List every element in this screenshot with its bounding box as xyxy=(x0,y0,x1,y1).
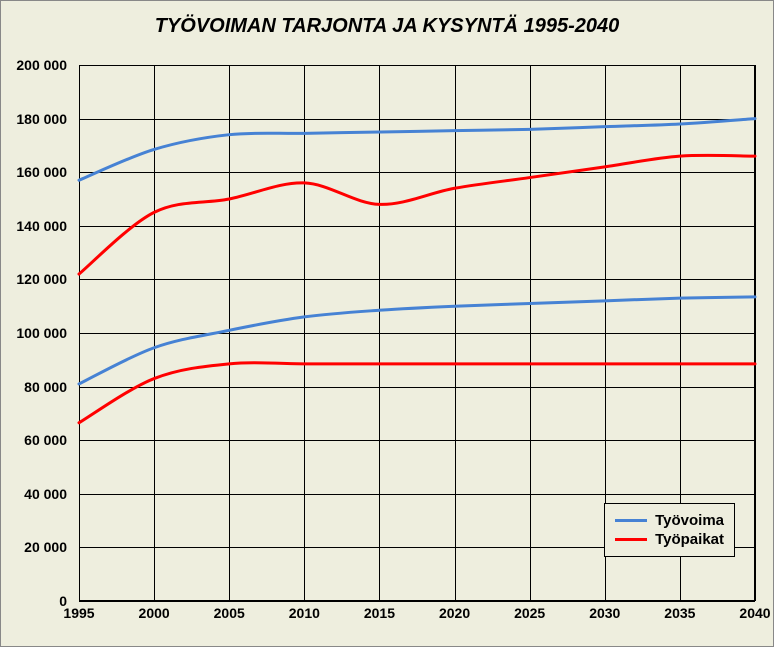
legend-item: Työpaikat xyxy=(615,531,724,548)
y-tick-label: 100 000 xyxy=(16,325,67,341)
grid-line-vertical xyxy=(755,65,756,601)
series-line xyxy=(79,119,755,181)
y-axis-labels: 020 00040 00060 00080 000100 000120 0001… xyxy=(1,65,73,601)
y-tick-label: 40 000 xyxy=(24,486,67,502)
chart-container: TYÖVOIMAN TARJONTA JA KYSYNTÄ 1995-2040 … xyxy=(0,0,774,647)
y-tick-label: 200 000 xyxy=(16,57,67,73)
y-tick-label: 80 000 xyxy=(24,379,67,395)
y-tick-label: 180 000 xyxy=(16,111,67,127)
y-tick-label: 60 000 xyxy=(24,432,67,448)
x-axis-labels: 1995200020052010201520202025203020352040 xyxy=(79,605,755,625)
x-tick-label: 2040 xyxy=(739,605,770,621)
series-line xyxy=(79,363,755,423)
x-tick-label: 2010 xyxy=(289,605,320,621)
x-tick-label: 2025 xyxy=(514,605,545,621)
legend-label: Työpaikat xyxy=(655,531,724,548)
y-tick-label: 20 000 xyxy=(24,539,67,555)
x-tick-label: 2005 xyxy=(214,605,245,621)
x-tick-label: 1995 xyxy=(63,605,94,621)
legend: Työvoima Työpaikat xyxy=(604,503,735,557)
grid-line-horizontal xyxy=(79,601,755,602)
chart-title: TYÖVOIMAN TARJONTA JA KYSYNTÄ 1995-2040 xyxy=(1,1,773,38)
x-tick-label: 2035 xyxy=(664,605,695,621)
y-tick-label: 120 000 xyxy=(16,271,67,287)
plot-area: Työvoima Työpaikat xyxy=(79,65,755,601)
x-tick-label: 2020 xyxy=(439,605,470,621)
y-tick-label: 140 000 xyxy=(16,218,67,234)
legend-swatch xyxy=(615,538,647,541)
legend-swatch xyxy=(615,519,647,522)
legend-item: Työvoima xyxy=(615,512,724,529)
x-tick-label: 2030 xyxy=(589,605,620,621)
x-tick-label: 2000 xyxy=(139,605,170,621)
x-tick-label: 2015 xyxy=(364,605,395,621)
y-tick-label: 160 000 xyxy=(16,164,67,180)
legend-label: Työvoima xyxy=(655,512,724,529)
series-line xyxy=(79,155,755,274)
